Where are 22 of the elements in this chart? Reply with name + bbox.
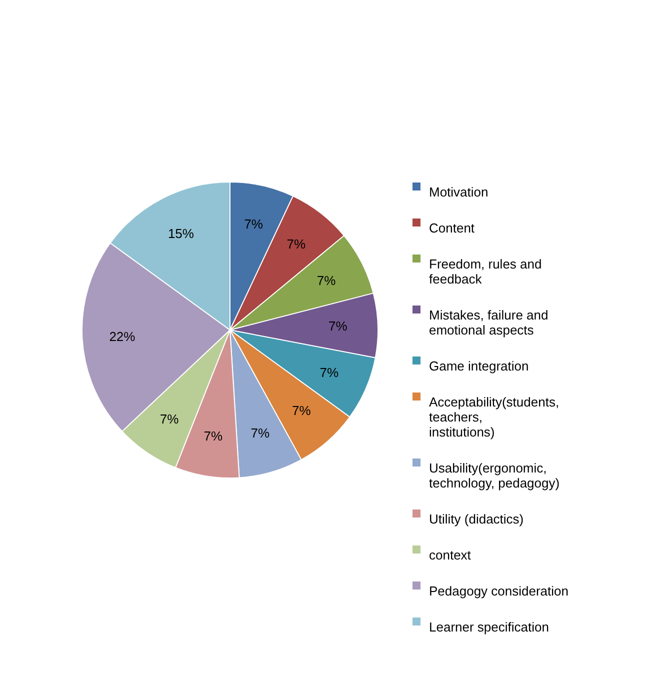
data-label: 22% <box>109 328 136 344</box>
data-label: 7% <box>250 426 270 441</box>
data-label: 7% <box>204 428 223 444</box>
legend-label: Usability(ergonomic, technology, pedagogy) <box>429 460 560 490</box>
data-label: 7% <box>286 236 306 252</box>
legend-label: Acceptability(students, teachers, institutions) <box>429 394 560 440</box>
legend-label: Mistakes, failure and emotional aspects <box>429 308 548 338</box>
legend-label: Learner specification <box>429 620 549 634</box>
legend-label: context <box>429 548 472 562</box>
data-label: 15% <box>168 226 194 241</box>
data-label: 7% <box>292 403 312 418</box>
data-label: 7% <box>160 411 180 426</box>
data-label: 7% <box>328 318 348 334</box>
legend-label: Pedagogy consideration <box>429 584 568 598</box>
legend-label: Content <box>429 220 475 236</box>
data-label: 7% <box>316 272 336 288</box>
legend-label: Utility (didactics) <box>429 512 524 526</box>
legend-label: Freedom, rules and feedback <box>429 256 542 286</box>
legend-label: Game integration <box>429 358 529 374</box>
data-label: 7% <box>320 364 339 380</box>
data-label: 7% <box>244 216 264 232</box>
legend-label: Motivation <box>429 184 488 200</box>
